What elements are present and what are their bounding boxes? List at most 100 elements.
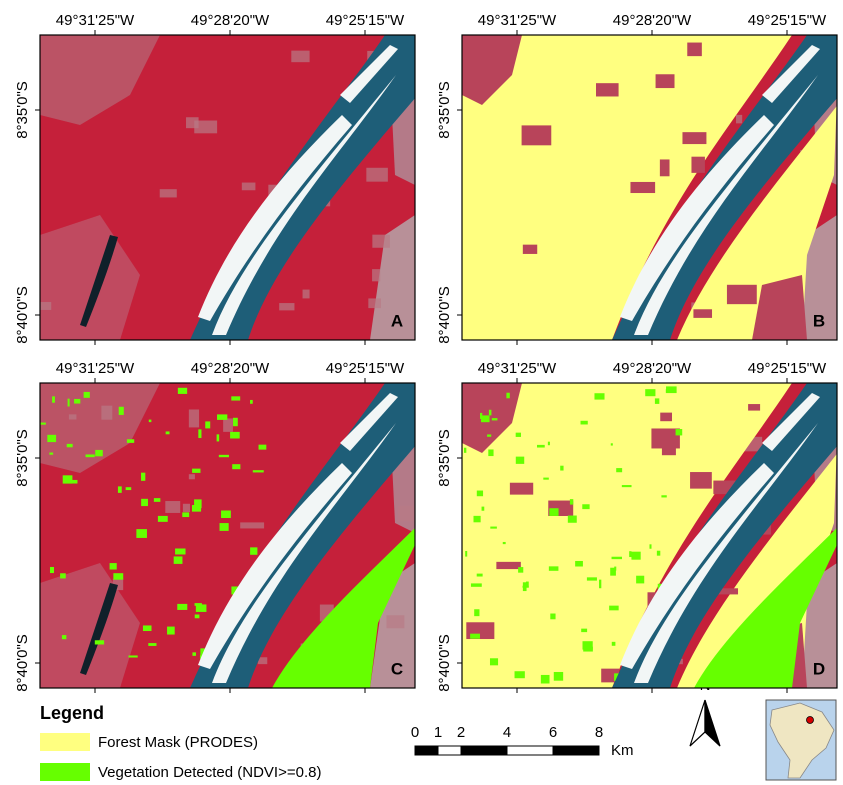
vegetation-patch — [192, 469, 200, 473]
map-panel: C49°31'25"W49°28'20"W49°25'15"W8°35'0"S8… — [14, 360, 435, 693]
vegetation-patch — [612, 557, 622, 559]
vegetation-patch — [154, 498, 160, 502]
vegetation-patch — [560, 466, 563, 471]
longitude-label: 49°28'20"W — [191, 360, 270, 377]
patch — [223, 418, 233, 431]
legend-label: Forest Mask (PRODES) — [98, 734, 258, 751]
vegetation-patch — [220, 523, 229, 531]
vegetation-patch — [482, 507, 485, 511]
scale-segment — [461, 746, 507, 755]
patch — [160, 189, 177, 197]
deforested — [691, 157, 704, 173]
vegetation-patch — [63, 475, 73, 483]
vegetation-patch — [95, 640, 104, 644]
patch — [398, 506, 416, 522]
vegetation-patch — [149, 420, 152, 423]
vegetation-patch — [195, 603, 202, 606]
vegetation-patch — [52, 396, 55, 402]
vegetation-patch — [503, 542, 506, 544]
deforested — [727, 285, 757, 304]
patch — [40, 302, 51, 310]
vegetation-patch — [523, 582, 527, 591]
deforested — [496, 562, 520, 569]
vegetation-patch — [221, 510, 231, 518]
vegetation-patch — [492, 418, 498, 420]
deforested — [630, 182, 655, 193]
longitude-label: 49°28'20"W — [613, 12, 692, 29]
deforested — [690, 472, 712, 489]
vegetation-patch — [587, 577, 597, 580]
patch — [386, 615, 404, 628]
vegetation-patch — [230, 432, 240, 439]
vegetation-patch — [136, 529, 147, 538]
deforested — [687, 43, 702, 57]
vegetation-patch — [518, 567, 523, 573]
vegetation-patch — [178, 388, 187, 394]
vegetation-patch — [549, 508, 558, 516]
patch — [291, 51, 309, 63]
vegetation-patch — [610, 568, 616, 576]
vegetation-patch — [166, 431, 170, 434]
deforested — [523, 245, 537, 254]
patch — [101, 406, 112, 420]
scale-unit: Km — [611, 742, 634, 759]
vegetation-patch — [470, 634, 480, 639]
vegetation-patch — [148, 643, 156, 646]
panel-letter: A — [391, 311, 403, 330]
vegetation-patch — [488, 449, 493, 456]
scale-tick-label: 6 — [549, 724, 557, 741]
panel-image — [462, 383, 843, 688]
deforested — [656, 74, 675, 88]
vegetation-patch — [516, 457, 524, 464]
vegetation-patch — [250, 547, 257, 554]
north-arrow — [690, 700, 720, 746]
vegetation-patch — [217, 434, 220, 441]
deforested — [596, 83, 619, 96]
vegetation-patch — [192, 652, 196, 655]
vegetation-patch — [143, 625, 152, 631]
scale-segment — [415, 746, 438, 755]
longitude-label: 49°25'15"W — [326, 360, 405, 377]
vegetation-patch — [554, 672, 563, 681]
deforested — [748, 404, 760, 411]
inset-map — [766, 700, 836, 780]
vegetation-patch — [582, 504, 589, 509]
latitude-label: 8°35'0"S — [436, 429, 453, 487]
patch — [186, 117, 199, 128]
vegetation-patch — [583, 641, 593, 649]
longitude-label: 49°28'20"W — [613, 360, 692, 377]
vegetation-patch — [84, 392, 90, 398]
latitude-label: 8°35'0"S — [14, 429, 31, 487]
panel-letter: D — [813, 659, 825, 678]
vegetation-patch — [490, 658, 498, 665]
longitude-label: 49°25'15"W — [326, 12, 405, 29]
vegetation-patch — [198, 429, 201, 438]
vegetation-patch — [616, 468, 622, 472]
vegetation-patch — [113, 573, 123, 580]
vegetation-patch — [655, 398, 659, 404]
vegetation-patch — [543, 478, 549, 480]
deforested — [660, 413, 672, 422]
patch — [69, 414, 77, 419]
vegetation-patch — [515, 671, 525, 678]
scale-tick-label: 8 — [595, 724, 603, 741]
patch — [242, 183, 256, 191]
longitude-label: 49°31'25"W — [478, 12, 557, 29]
vegetation-patch — [74, 399, 80, 404]
vegetation-patch — [549, 566, 559, 570]
vegetation-patch — [657, 551, 660, 556]
vegetation-patch — [631, 552, 640, 560]
panel-image — [462, 35, 843, 340]
vegetation-patch — [68, 399, 70, 407]
vegetation-patch — [471, 583, 482, 586]
scale-segment — [553, 746, 599, 755]
patch — [303, 290, 310, 299]
legend-swatch — [40, 733, 90, 751]
vegetation-patch — [253, 470, 264, 472]
latitude-label: 8°40'0"S — [14, 634, 31, 692]
legend-title: Legend — [40, 703, 104, 723]
panel-letter: B — [813, 311, 825, 330]
vegetation-patch — [141, 499, 148, 506]
deforested — [660, 159, 670, 176]
